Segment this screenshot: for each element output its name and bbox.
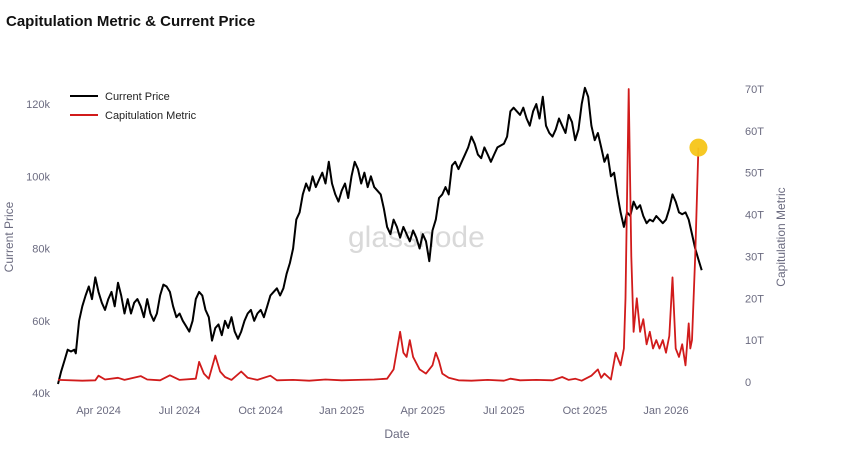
- y-right-tick-label: 40T: [745, 210, 764, 222]
- y-left-tick-label: 60k: [32, 316, 50, 328]
- y-right-tick-label: 10T: [745, 335, 764, 347]
- x-tick-label: Jul 2024: [159, 405, 201, 417]
- x-tick-label: Jul 2025: [483, 405, 525, 417]
- y-right-tick-label: 20T: [745, 293, 764, 305]
- y-left-tick-label: 100k: [26, 171, 50, 183]
- x-tick-label: Jan 2026: [643, 405, 688, 417]
- y-right-axis-label: Capitulation Metric: [774, 187, 788, 286]
- y-right-tick-label: 70T: [745, 84, 764, 96]
- y-right-tick-label: 30T: [745, 251, 764, 263]
- y-left-tick-label: 40k: [32, 388, 50, 400]
- x-tick-label: Oct 2025: [563, 405, 608, 417]
- chart-title: Capitulation Metric & Current Price: [6, 13, 256, 30]
- y-left-tick-label: 80k: [32, 244, 50, 256]
- x-tick-label: Jan 2025: [319, 405, 364, 417]
- x-tick-label: Apr 2024: [76, 405, 121, 417]
- y-right-tick-label: 0: [745, 377, 751, 389]
- y-left-axis-label: Current Price: [2, 201, 16, 272]
- highlight-marker: [689, 138, 708, 157]
- x-tick-label: Oct 2024: [238, 405, 283, 417]
- legend-label: Current Price: [105, 91, 170, 103]
- y-right-tick-label: 50T: [745, 168, 764, 180]
- legend-label: Capitulation Metric: [105, 110, 197, 122]
- y-right-tick-label: 60T: [745, 126, 764, 138]
- current-price-line: [57, 86, 703, 385]
- x-axis-label: Date: [384, 427, 410, 441]
- y-left-tick-label: 120k: [26, 99, 50, 111]
- x-tick-label: Apr 2025: [400, 405, 445, 417]
- capitulation-metric-line: [57, 88, 700, 382]
